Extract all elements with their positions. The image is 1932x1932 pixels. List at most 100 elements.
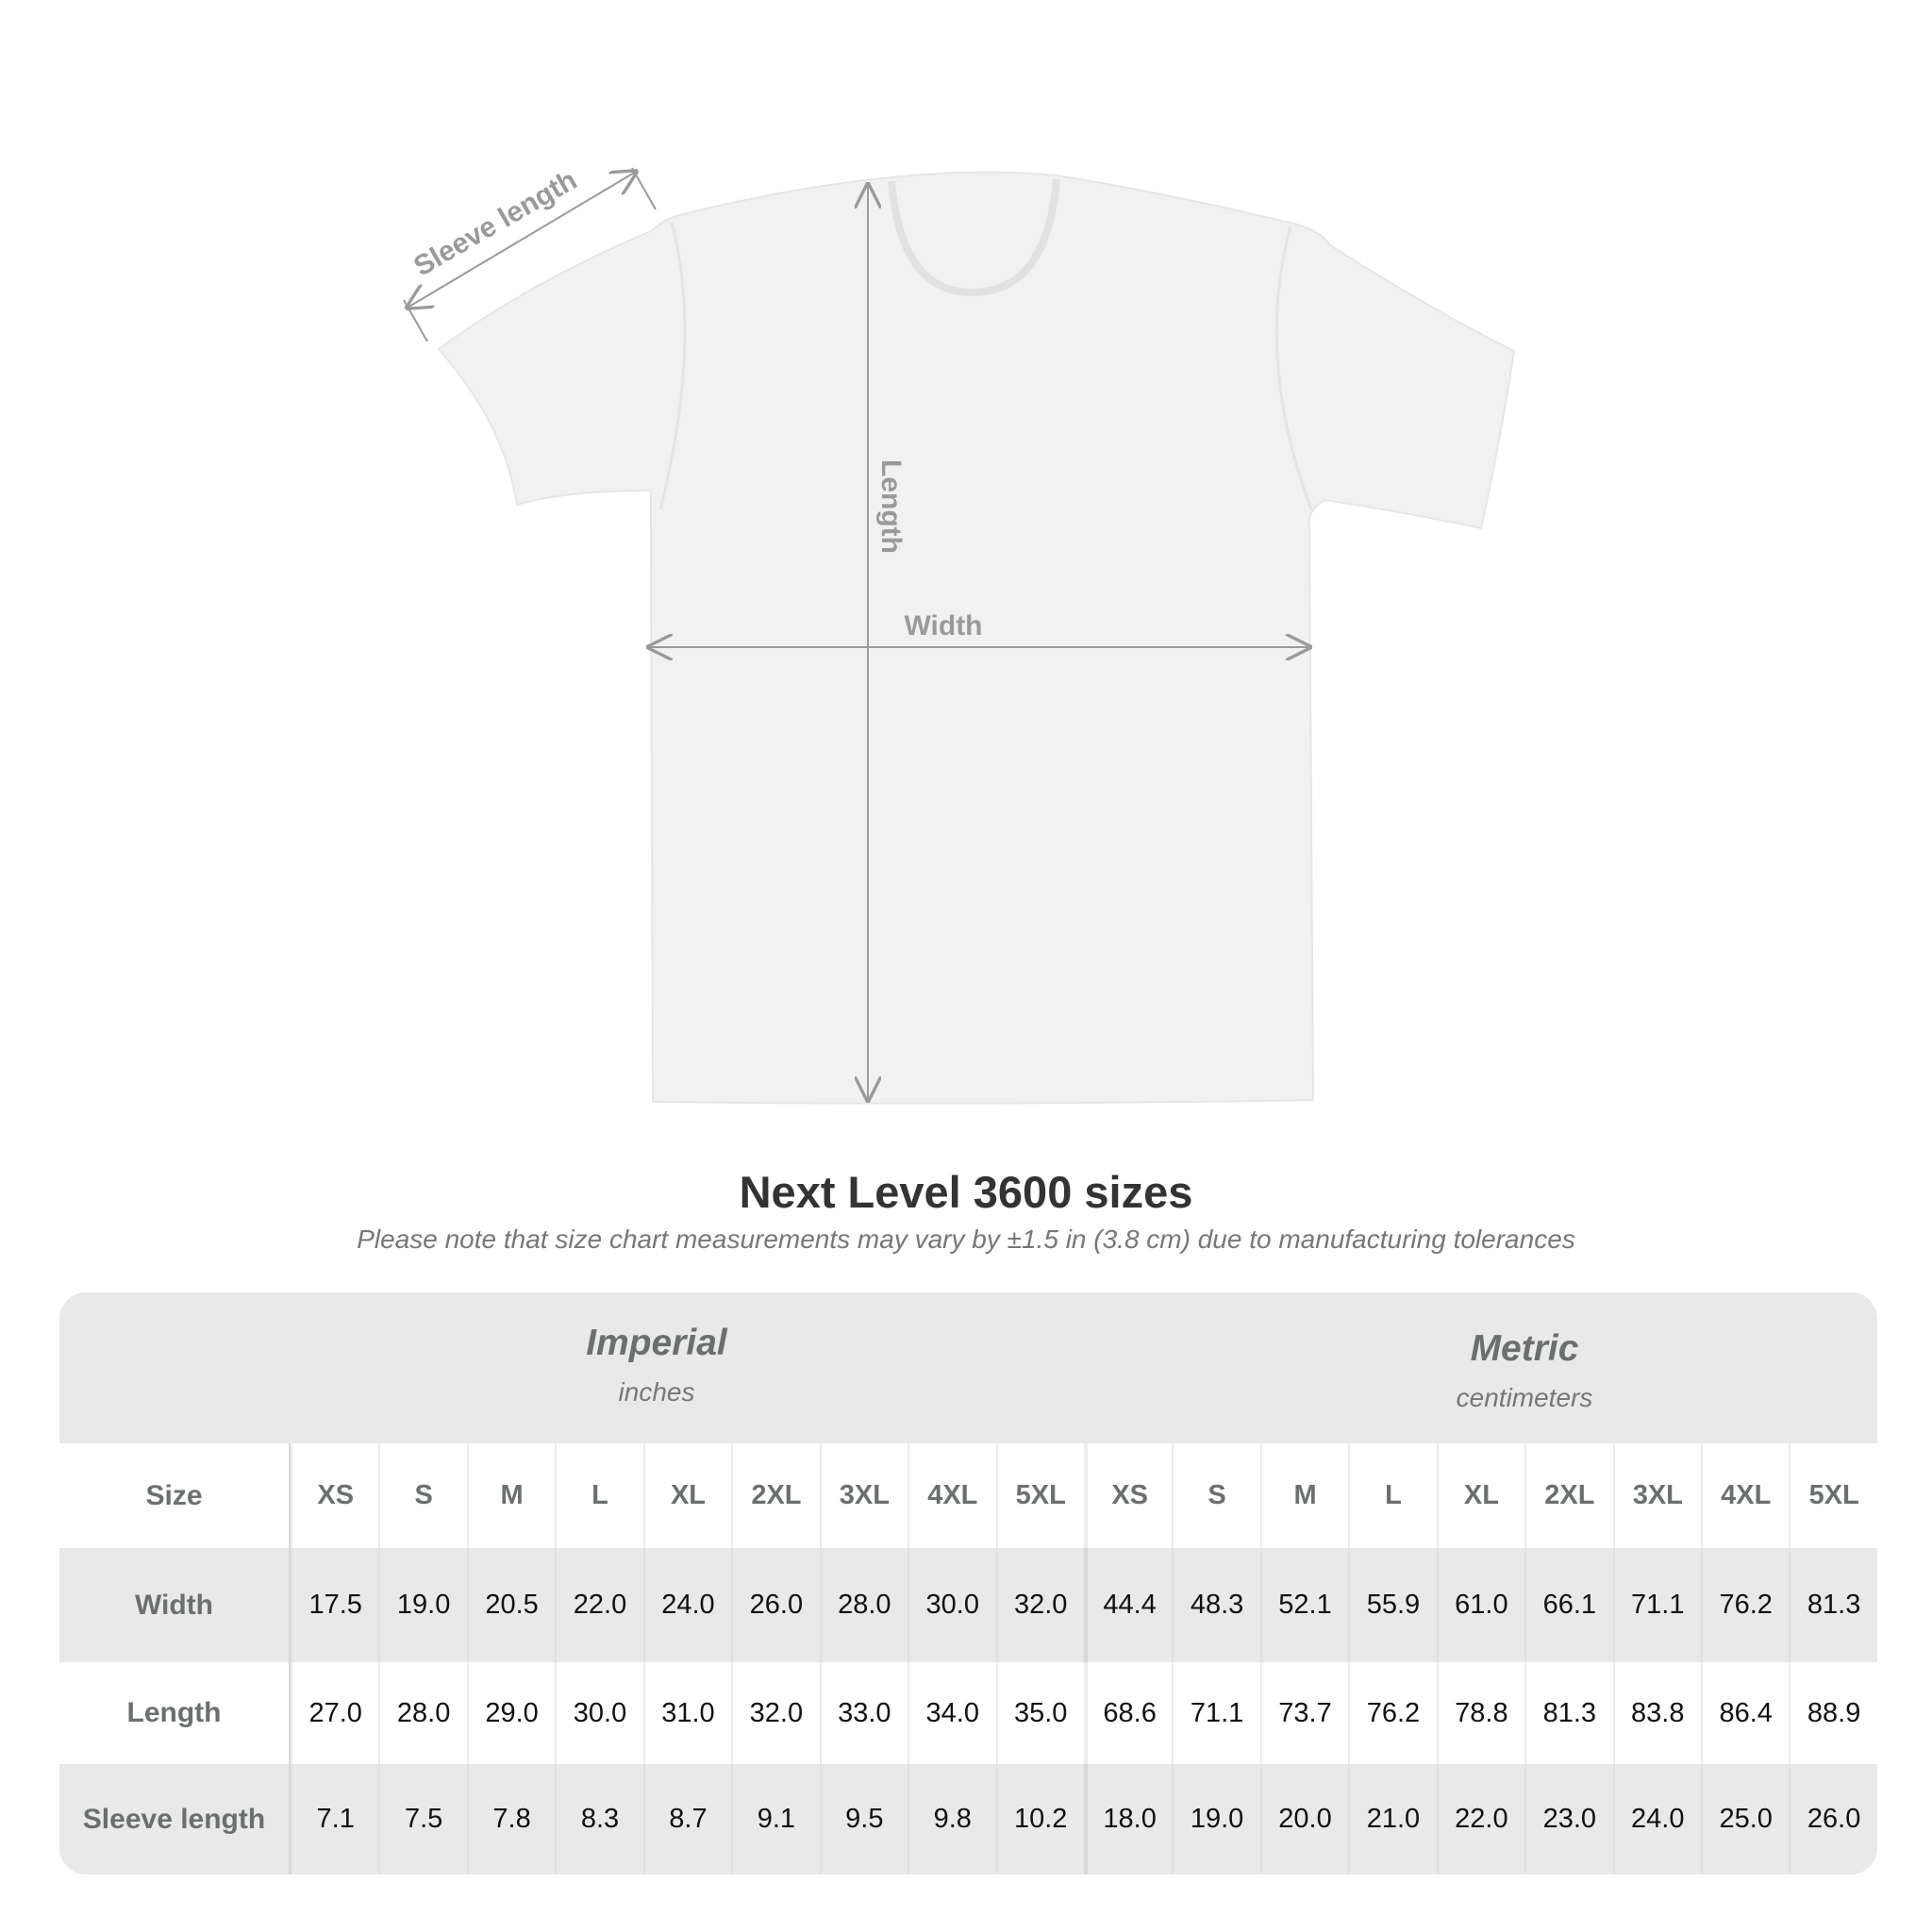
size-header-cell: 4XL [908,1443,995,1548]
value-cell: 9.5 [819,1764,908,1874]
value-cell: 9.8 [908,1764,995,1874]
size-header-cell: S [378,1443,466,1548]
tshirt-collar [888,178,1060,297]
value-cell: 76.2 [1701,1548,1789,1662]
value-cell: 32.0 [995,1548,1084,1662]
value-cell: 7.1 [291,1764,378,1874]
value-cell: 55.9 [1348,1548,1436,1662]
imperial-unit: inches [618,1377,695,1407]
metric-header: Metric centimeters [1241,1328,1807,1413]
value-cell: 61.0 [1436,1548,1524,1662]
value-cell: 19.0 [378,1548,466,1662]
value-cell: 29.0 [466,1662,555,1764]
size-header-cell: 4XL [1701,1443,1789,1548]
value-cell: 31.0 [642,1662,731,1764]
value-cell: 7.8 [466,1764,555,1874]
size-header-cell: L [555,1443,642,1548]
value-cell: 22.0 [1436,1764,1524,1874]
size-header-cell: XL [642,1443,731,1548]
value-cell: 30.0 [908,1548,995,1662]
value-cell: 20.0 [1259,1764,1348,1874]
table-row-sleeve-length: Sleeve length 7.1 7.5 7.8 8.3 8.7 9.1 9.5 9.8 10.… [59,1764,1877,1874]
value-cell: 19.0 [1172,1764,1259,1874]
value-cell: 83.8 [1612,1662,1701,1764]
value-cell: 48.3 [1172,1548,1259,1662]
value-cell: 10.2 [995,1764,1084,1874]
value-cell: 25.0 [1701,1764,1789,1874]
size-header-cell: 5XL [995,1443,1084,1548]
size-header-cell: 3XL [819,1443,908,1548]
value-cell: 35.0 [995,1662,1084,1764]
sleeve-tick-right [631,167,657,210]
row-label: Length [59,1662,291,1764]
imperial-title: Imperial [586,1323,727,1363]
sleeve-tick-left [403,299,428,342]
tolerance-note: Please note that size chart measurements… [357,1224,1575,1254]
value-cell: 20.5 [466,1548,555,1662]
imperial-header: Imperial inches [374,1323,940,1407]
size-header-cell: M [1259,1443,1348,1548]
value-cell: 28.0 [819,1548,908,1662]
width-label: Width [904,610,982,641]
sleeve-length-label: Sleeve length [408,164,582,282]
value-cell: 71.1 [1612,1548,1701,1662]
value-cell: 81.3 [1524,1662,1612,1764]
size-header-cell: 5XL [1789,1443,1876,1548]
size-header-cell: M [466,1443,555,1548]
size-header-cell: 3XL [1612,1443,1701,1548]
sleeve-seam-right [1274,225,1313,510]
value-cell: 81.3 [1789,1548,1876,1662]
page-title: Next Level 3600 sizes [739,1167,1193,1217]
table-header: Imperial inches Metric centimeters [59,1292,1877,1443]
value-cell: 26.0 [731,1548,819,1662]
value-cell: 21.0 [1348,1764,1436,1874]
size-table: Imperial inches Metric centimeters Size X… [59,1292,1877,1874]
value-cell: 8.3 [555,1764,642,1874]
value-cell: 27.0 [291,1662,378,1764]
value-cell: 68.6 [1083,1662,1172,1764]
size-header-cell: S [1172,1443,1259,1548]
value-cell: 86.4 [1701,1662,1789,1764]
size-header-cell: XS [291,1443,378,1548]
size-header-cell: 2XL [731,1443,819,1548]
value-cell: 17.5 [291,1548,378,1662]
value-cell: 88.9 [1789,1662,1876,1764]
tshirt-diagram: Sleeve length Length Width [0,164,1516,1105]
value-cell: 24.0 [642,1548,731,1662]
value-cell: 71.1 [1172,1662,1259,1764]
value-cell: 24.0 [1612,1764,1701,1874]
size-header-cell: XS [1083,1443,1172,1548]
sleeve-seam-left [658,222,687,510]
value-cell: 52.1 [1259,1548,1348,1662]
table-row-length: Length 27.0 28.0 29.0 30.0 31.0 32.0 33.0 34.0 35… [59,1662,1877,1764]
value-cell: 32.0 [731,1662,819,1764]
metric-unit: centimeters [1456,1383,1593,1412]
size-header-cell: L [1348,1443,1436,1548]
value-cell: 73.7 [1259,1662,1348,1764]
value-cell: 23.0 [1524,1764,1612,1874]
size-header-cell: XL [1436,1443,1524,1548]
metric-title: Metric [1470,1328,1579,1369]
sleeve-length-arrow [408,172,636,308]
value-cell: 76.2 [1348,1662,1436,1764]
size-row: Size XS S M L XL 2XL 3XL 4XL 5XL XS S M L XL 2XL 3XL 4XL 5… [59,1443,1877,1548]
value-cell: 30.0 [555,1662,642,1764]
value-cell: 34.0 [908,1662,995,1764]
value-cell: 28.0 [378,1662,466,1764]
value-cell: 33.0 [819,1662,908,1764]
value-cell: 44.4 [1083,1548,1172,1662]
table-row-width: Width 17.5 19.0 20.5 22.0 24.0 26.0 28.0 30.0 32.… [59,1548,1877,1662]
value-cell: 8.7 [642,1764,731,1874]
value-cell: 9.1 [731,1764,819,1874]
value-cell: 18.0 [1083,1764,1172,1874]
value-cell: 78.8 [1436,1662,1524,1764]
row-label: Sleeve length [59,1764,291,1874]
value-cell: 7.5 [378,1764,466,1874]
value-cell: 22.0 [555,1548,642,1662]
size-header-cell: 2XL [1524,1443,1612,1548]
row-label: Width [59,1548,291,1662]
value-cell: 66.1 [1524,1548,1612,1662]
length-label: Length [875,459,907,554]
value-cell: 26.0 [1789,1764,1876,1874]
row-label: Size [59,1443,291,1548]
